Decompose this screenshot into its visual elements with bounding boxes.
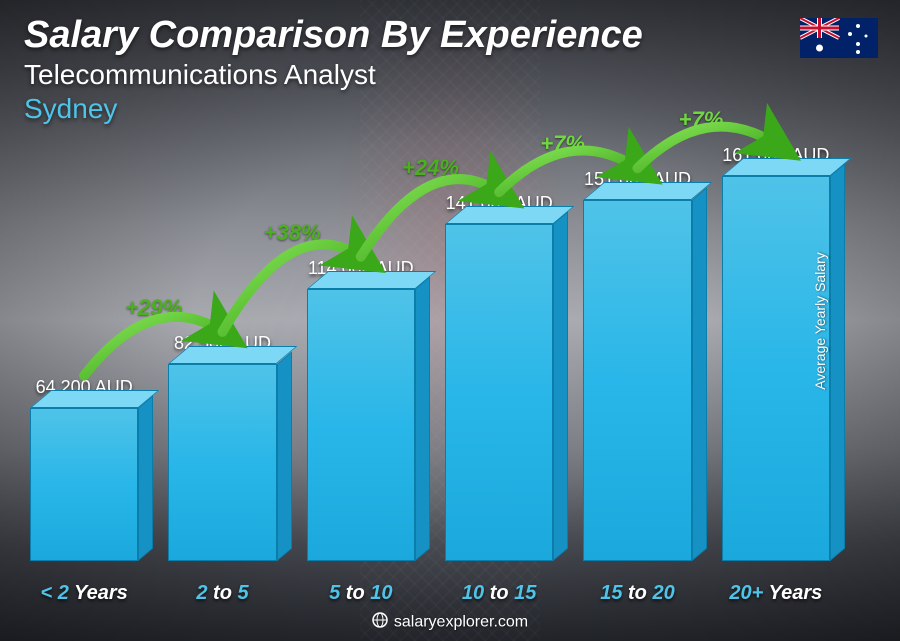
header: Salary Comparison By Experience Telecomm… [24,14,876,125]
bar-group: 82,500 AUD [168,333,276,561]
x-axis-label: 20+ Years [722,582,830,605]
bar-group: 151,000 AUD [583,169,691,561]
page-subtitle: Telecommunications Analyst [24,59,876,91]
footer: salaryexplorer.com [0,612,900,633]
globe-icon [372,612,388,633]
bar-group: 64,200 AUD [30,377,138,561]
salary-bar-chart: 64,200 AUD 82,500 AUD 114,000 AUD 141,00… [30,131,830,561]
footer-text: salaryexplorer.com [394,614,528,631]
x-axis-label: 2 to 5 [168,582,276,605]
x-axis-labels: < 2 Years 2 to 5 5 to 10 10 to 15 15 to 20 20… [30,582,830,605]
bar-3d [583,200,691,561]
bar-3d [445,224,553,561]
x-axis-label: 15 to 20 [583,582,691,605]
bar-group: 114,000 AUD [307,258,415,561]
australia-flag-icon [800,18,878,58]
page-location: Sydney [24,93,876,125]
page-title: Salary Comparison By Experience [24,14,876,57]
x-axis-label: < 2 Years [30,582,138,605]
bar-group: 141,000 AUD [445,193,553,561]
bar-3d [30,408,138,561]
x-axis-label: 10 to 15 [445,582,553,605]
x-axis-label: 5 to 10 [307,582,415,605]
y-axis-label: Average Yearly Salary [811,252,827,390]
bar-3d [307,289,415,561]
bar-3d [168,364,276,561]
